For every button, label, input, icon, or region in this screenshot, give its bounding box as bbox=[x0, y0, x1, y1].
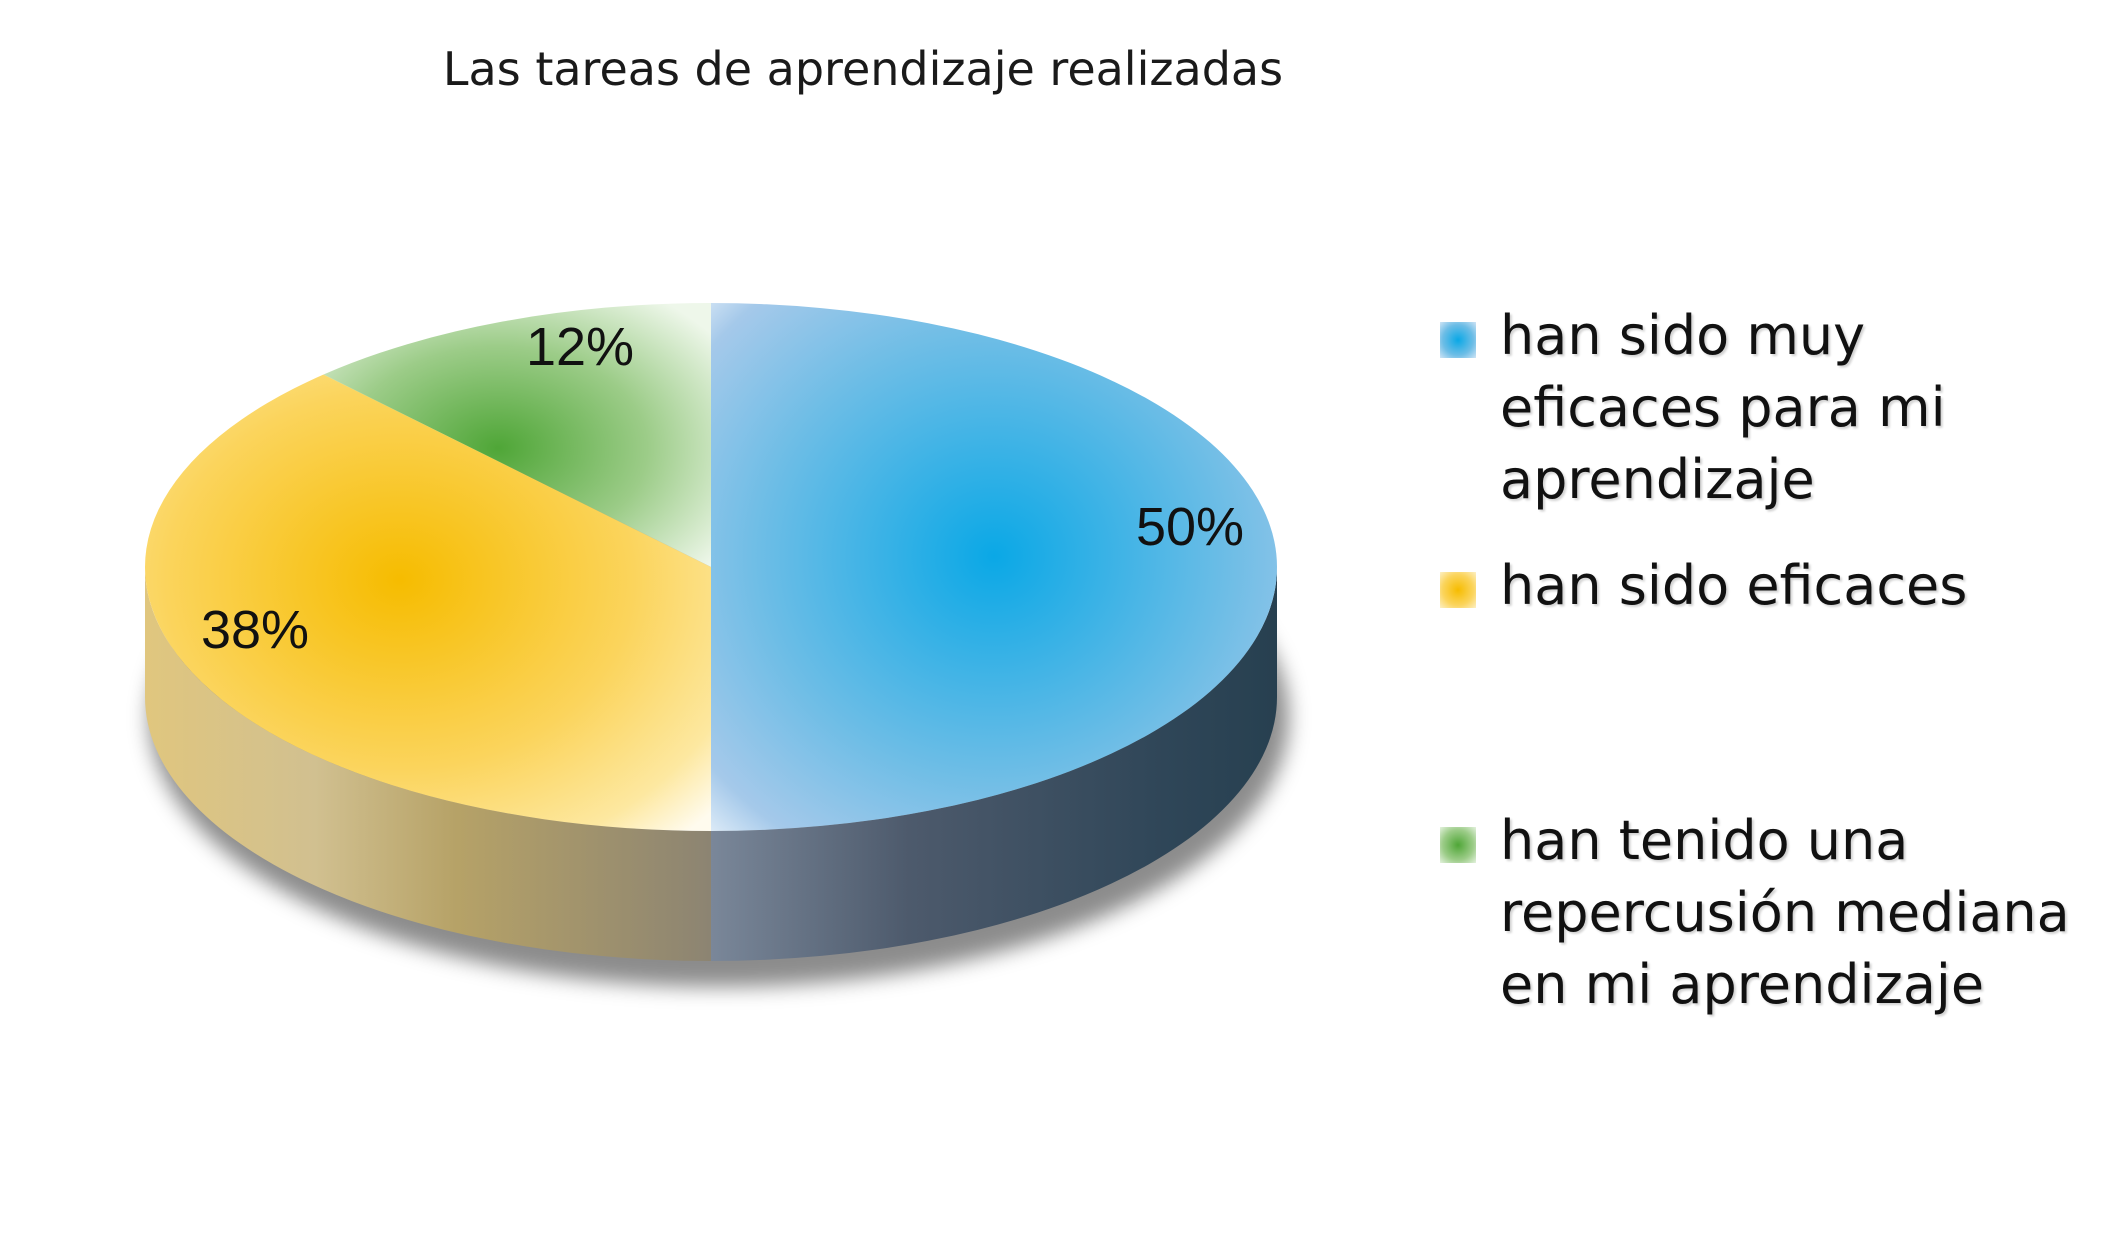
pie-side-left bbox=[145, 567, 711, 961]
legend-item: han tenido una repercusión mediana en mi… bbox=[1440, 805, 2100, 1021]
chart-title: Las tareas de aprendizaje realizadas bbox=[442, 42, 1284, 96]
pie-side-right bbox=[711, 567, 1277, 961]
pie-slice-38 bbox=[145, 374, 711, 831]
legend-swatch bbox=[1440, 322, 1476, 358]
pie-slice-50 bbox=[711, 303, 1277, 831]
legend-label: han sido eficaces bbox=[1500, 554, 1968, 617]
legend-label: han sido muy eficaces para mi aprendizaj… bbox=[1500, 304, 1946, 511]
legend-swatch bbox=[1440, 572, 1476, 608]
pie-slice-12 bbox=[323, 303, 711, 567]
legend-item: han sido muy eficaces para mi aprendizaj… bbox=[1440, 300, 2100, 516]
data-label-50: 50% bbox=[1136, 497, 1244, 557]
legend: han sido muy eficaces para mi aprendizaj… bbox=[1440, 0, 2126, 1233]
legend-label: han tenido una repercusión mediana en mi… bbox=[1500, 809, 2070, 1016]
legend-item: han sido eficaces bbox=[1440, 550, 2100, 622]
pie-group: 50% 38% 12% bbox=[145, 303, 1289, 987]
data-label-38: 38% bbox=[201, 600, 309, 660]
legend-swatch bbox=[1440, 827, 1476, 863]
data-label-12: 12% bbox=[526, 317, 634, 377]
